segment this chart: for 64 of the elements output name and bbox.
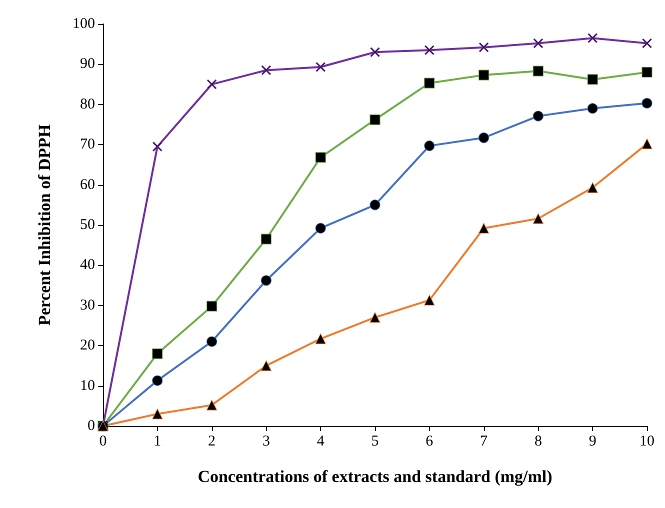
point [532, 110, 544, 122]
point [587, 103, 598, 114]
point [533, 38, 543, 48]
point [424, 45, 434, 55]
point [206, 336, 218, 347]
point [261, 65, 271, 76]
point [260, 234, 272, 244]
x-tick-label: 1 [154, 434, 162, 450]
point [316, 62, 326, 72]
point [479, 42, 489, 52]
point [642, 138, 652, 150]
point [642, 38, 652, 48]
point [532, 213, 544, 224]
x-axis-title: Concentrations of extracts and standard (mg/ml) [198, 467, 552, 486]
y-tick-label: 0 [88, 418, 95, 434]
x-tick-label: 5 [371, 434, 379, 450]
x-tick-label: 4 [316, 434, 325, 450]
y-tick-label: 30 [80, 297, 95, 314]
point [152, 408, 163, 420]
point [478, 222, 490, 234]
point [206, 300, 218, 312]
point [370, 47, 380, 57]
point [588, 33, 598, 43]
y-tick-label: 50 [80, 217, 95, 233]
point [315, 152, 326, 163]
x-tick-label: 0 [99, 434, 107, 450]
point [206, 400, 218, 410]
point [424, 140, 435, 152]
point [587, 182, 598, 193]
y-axis-title: Percent Inhibition of DPPH [35, 124, 54, 326]
point [207, 80, 217, 90]
point [260, 360, 272, 371]
x-tick-label: 6 [426, 434, 434, 450]
y-tick-label: 70 [80, 136, 95, 153]
point [642, 66, 652, 78]
point [315, 222, 326, 234]
x-tick-label: 9 [588, 434, 596, 450]
point [532, 66, 544, 76]
point [152, 348, 163, 359]
point [315, 333, 326, 344]
y-tick-label: 10 [80, 378, 95, 394]
y-tick-label: 40 [80, 257, 95, 274]
point [424, 78, 435, 88]
point [478, 132, 490, 144]
point [370, 200, 380, 210]
point [642, 98, 652, 108]
y-tick-label: 20 [80, 338, 95, 354]
y-tick-label: 90 [80, 56, 95, 72]
point [260, 275, 272, 286]
y-tick-label: 80 [80, 96, 95, 112]
point [478, 70, 490, 80]
point [152, 142, 162, 152]
x-tick-label: 10 [640, 434, 654, 450]
x-tick-label: 2 [208, 434, 216, 450]
point [152, 375, 163, 386]
point [424, 294, 435, 306]
x-tick-label: 8 [534, 434, 542, 450]
y-tick-label: 100 [72, 16, 95, 32]
x-tick-label: 3 [262, 434, 270, 450]
x-tick-label: 7 [480, 434, 488, 450]
point [587, 74, 598, 85]
point [370, 114, 380, 125]
point [370, 312, 380, 323]
y-tick-label: 60 [80, 176, 95, 193]
